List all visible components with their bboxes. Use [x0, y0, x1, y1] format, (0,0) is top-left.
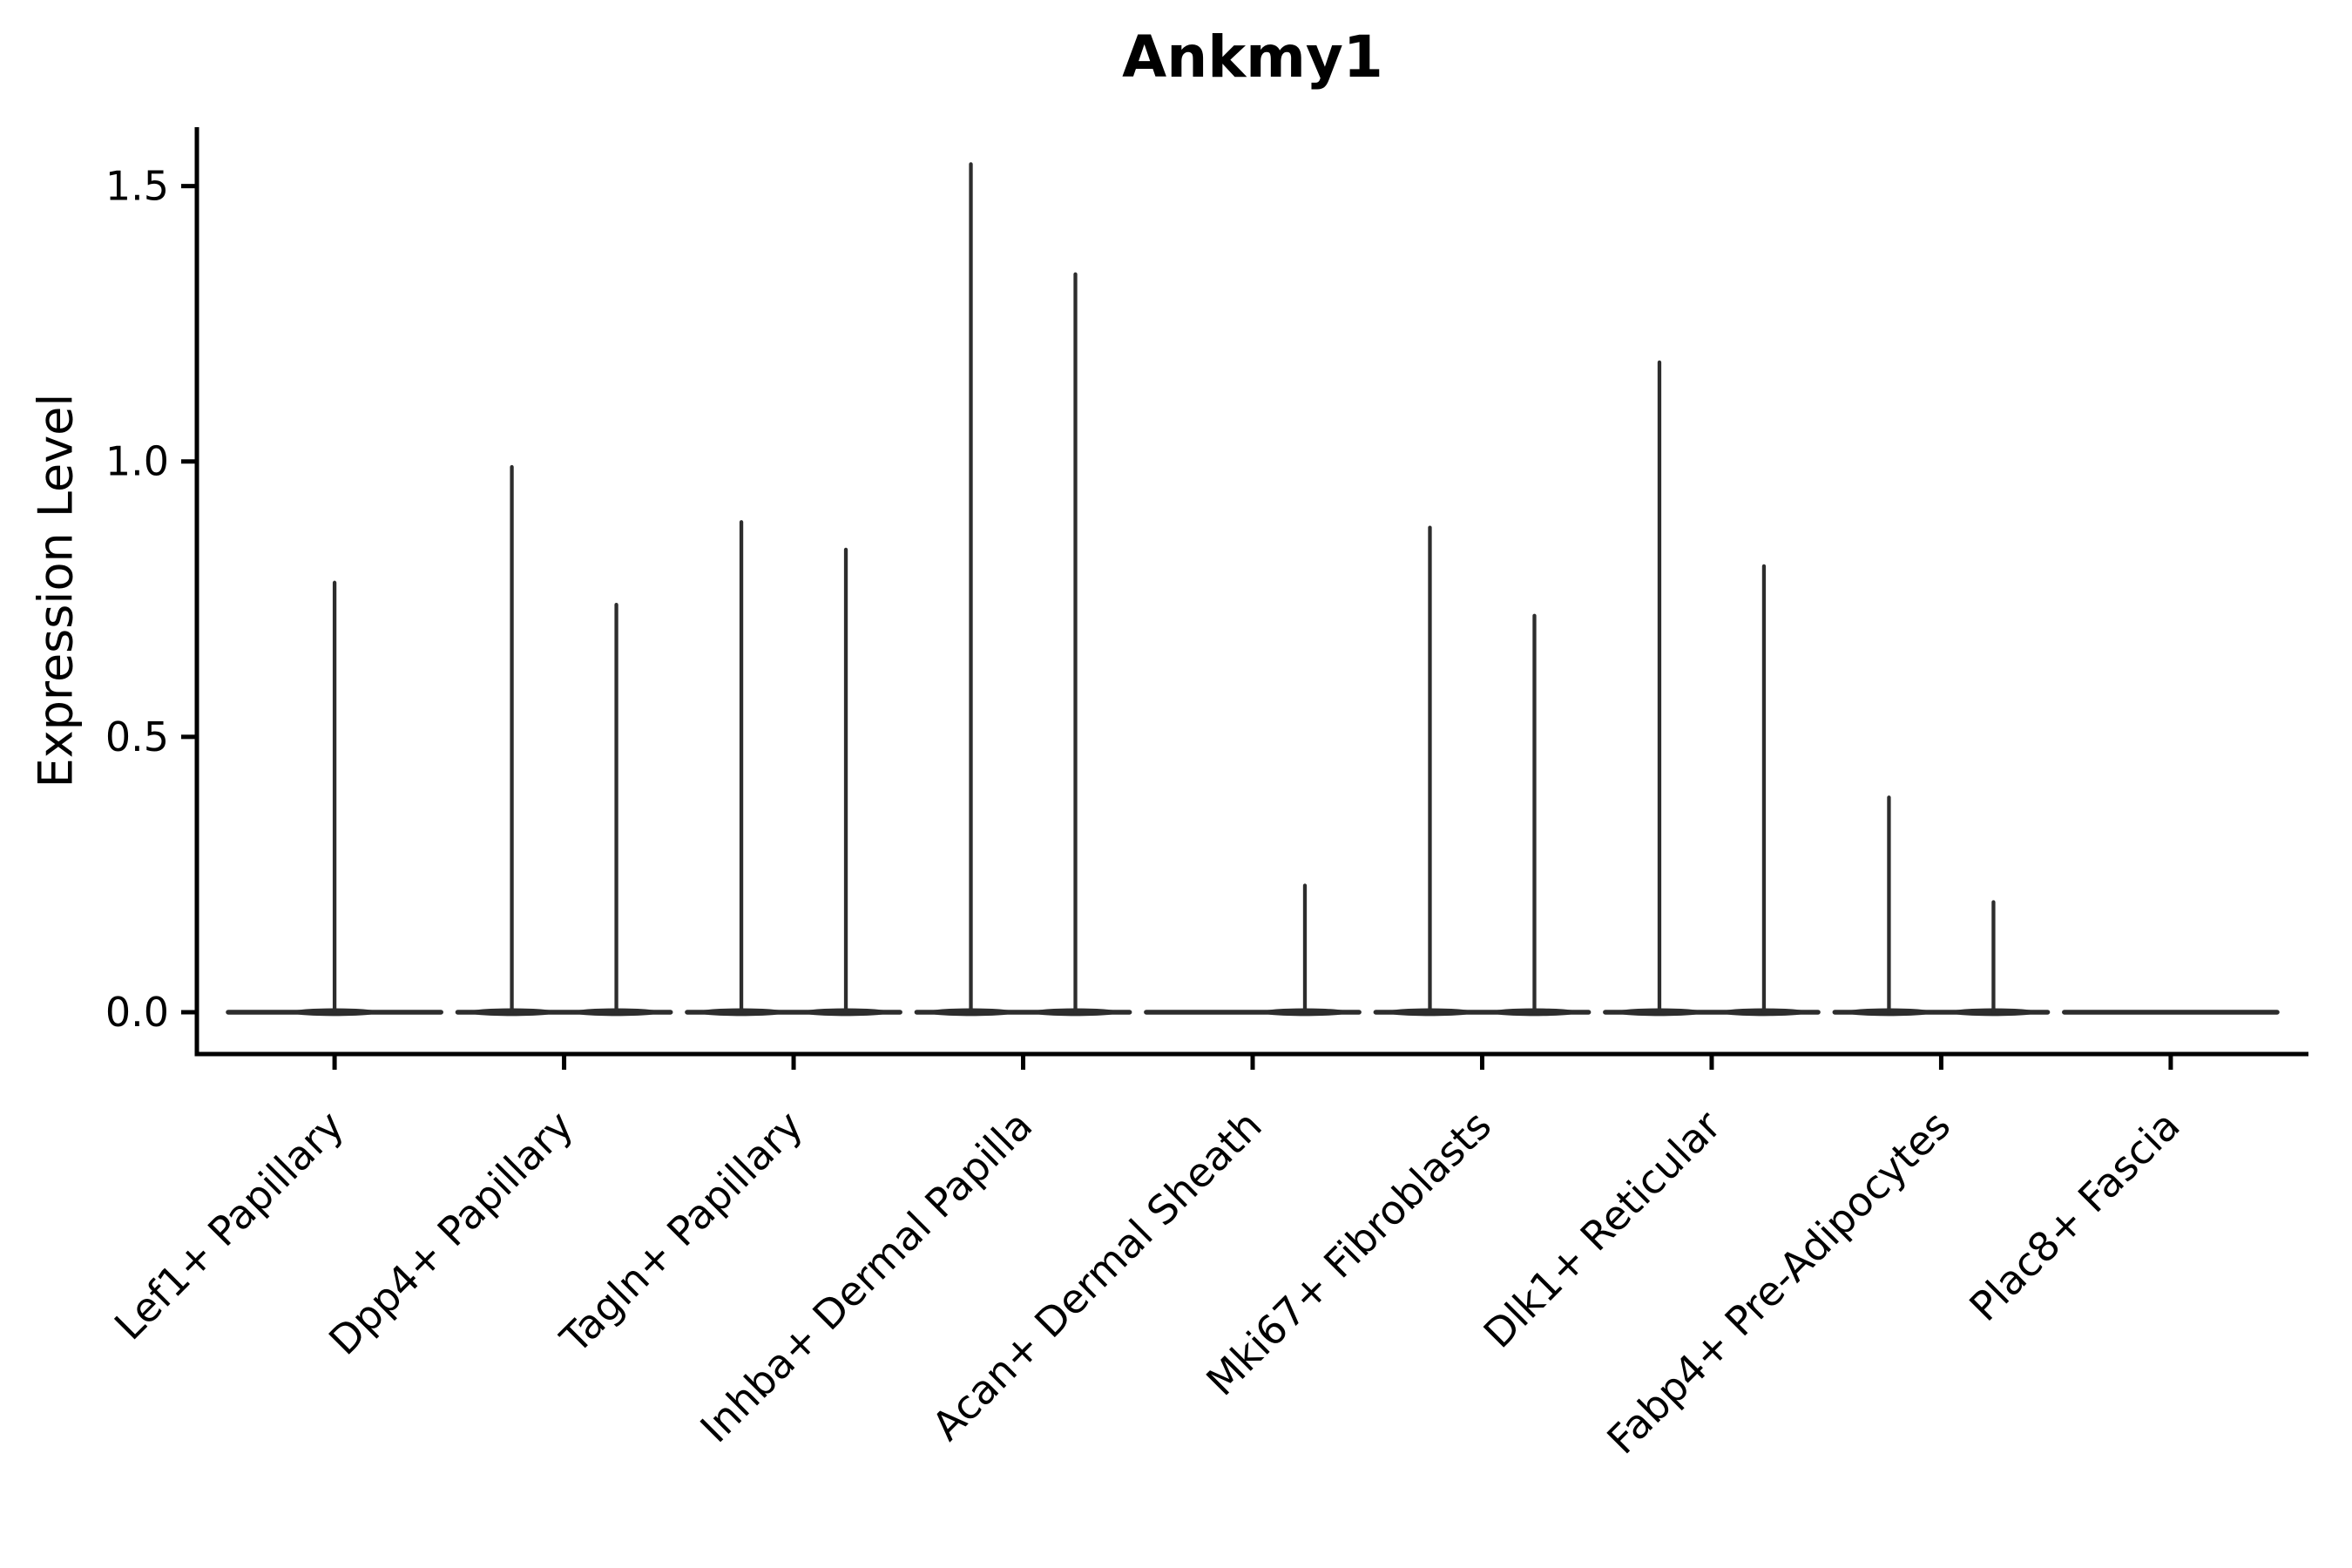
chart-title: Ankmy1 — [1122, 24, 1383, 91]
x-tick-label: Dpp4+ Papillary — [320, 1102, 582, 1364]
x-tick-label: Lef1+ Papillary — [105, 1102, 353, 1349]
x-tick-label: Dlk1+ Reticular — [1475, 1102, 1730, 1357]
y-tick-label: 1.5 — [105, 163, 169, 210]
x-tick-label: Plac8+ Fascia — [1960, 1102, 2188, 1330]
x-tick-label: Tagln+ Papillary — [551, 1102, 812, 1363]
y-axis-label: Expression Level — [28, 393, 84, 788]
axes-spines — [194, 127, 2308, 1057]
y-tick-label: 1.0 — [105, 438, 169, 485]
y-tick-label: 0.5 — [105, 713, 169, 760]
y-tick-label: 0.0 — [105, 989, 169, 1036]
